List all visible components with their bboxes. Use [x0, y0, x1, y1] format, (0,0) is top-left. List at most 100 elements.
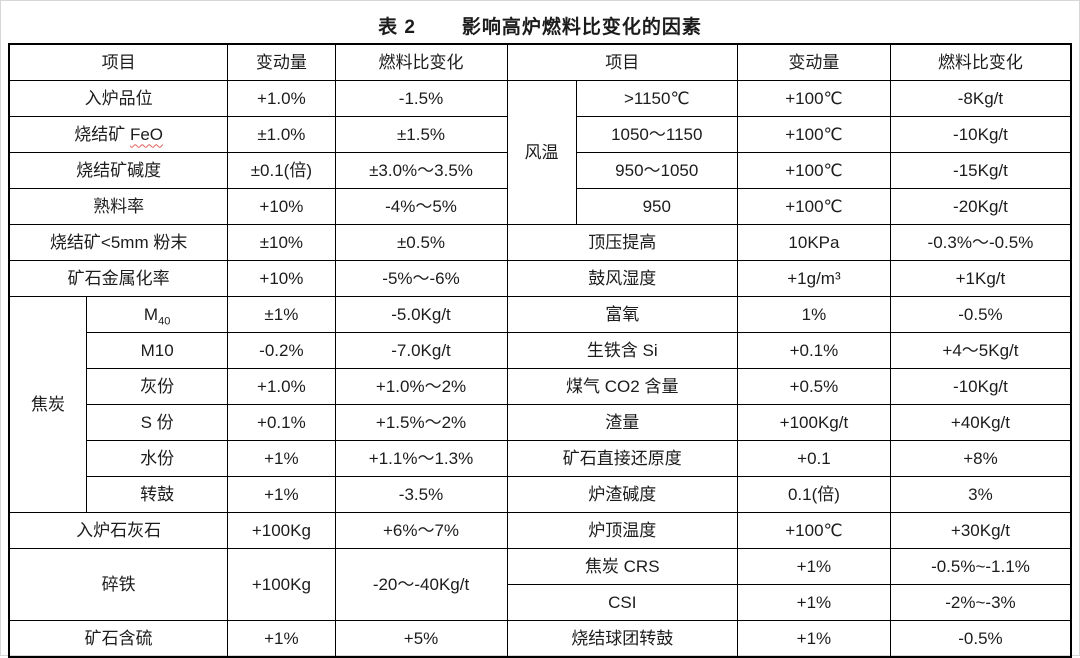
- cell-change: ±0.1(倍): [227, 152, 336, 189]
- cell-fuel: +1.5%～2%: [334, 404, 508, 441]
- cell-change: ±1.0%: [227, 116, 336, 153]
- cell-fuel: +1.0%～2%: [334, 368, 508, 405]
- cell-change: +100℃: [736, 116, 891, 153]
- cell-fuel: -8Kg/t: [889, 80, 1072, 117]
- cell-change: +1%: [736, 548, 891, 585]
- cell-fuel: -4%～5%: [334, 188, 508, 225]
- cell-change: +100℃: [736, 80, 891, 117]
- cell-change: +10%: [227, 260, 336, 297]
- cell-change: +0.1%: [736, 332, 891, 369]
- cell-item: >1150℃: [575, 80, 738, 117]
- factors-table: 项目 变动量 燃料比变化 项目 变动量 燃料比变化 入炉品位 +1.0% -1.…: [8, 43, 1072, 658]
- cell-item: M10: [86, 332, 229, 369]
- cell-item: 水份: [86, 440, 229, 477]
- cell-fuel: +5%: [334, 620, 508, 658]
- cell-change: 10KPa: [736, 224, 891, 261]
- group-wind-temp: 风温: [506, 80, 577, 225]
- cell-fuel: -1.5%: [334, 80, 508, 117]
- spellcheck-underlined-text: FeO: [129, 124, 164, 144]
- cell-fuel: +6%～7%: [334, 512, 508, 549]
- cell-change: +10%: [227, 188, 336, 225]
- cell-change: +0.1: [736, 440, 891, 477]
- cell-change: +1%: [227, 440, 336, 477]
- cell-change: +100Kg: [227, 512, 336, 549]
- cell-fuel: -20～-40Kg/t: [334, 548, 508, 621]
- cell-item: 烧结球团转鼓: [506, 620, 738, 658]
- table-row: 灰份 +1.0% +1.0%～2% 煤气 CO2 含量 +0.5% -10Kg/…: [9, 368, 1072, 405]
- cell-fuel: +1.1%～1.3%: [334, 440, 508, 477]
- cell-item: 顶压提高: [506, 224, 738, 261]
- cell-item: 矿石直接还原度: [506, 440, 738, 477]
- cell-fuel: -0.5%: [889, 620, 1072, 658]
- cell-change: +0.5%: [736, 368, 891, 405]
- cell-change: +100Kg/t: [736, 404, 891, 441]
- table-row: 转鼓 +1% -3.5% 炉渣碱度 0.1(倍) 3%: [9, 476, 1072, 513]
- cell-fuel: +40Kg/t: [889, 404, 1072, 441]
- cell-fuel: -5.0Kg/t: [334, 296, 508, 333]
- cell-item: 渣量: [506, 404, 738, 441]
- cell-change: +1%: [736, 584, 891, 621]
- table-row: 矿石金属化率 +10% -5%～-6% 鼓风湿度 +1g/m³ +1Kg/t: [8, 260, 1072, 297]
- cell-fuel: -10Kg/t: [889, 116, 1072, 153]
- cell-item: 转鼓: [86, 476, 229, 513]
- cell-item: 烧结矿<5mm 粉末: [8, 224, 229, 261]
- cell-change: +1.0%: [227, 368, 336, 405]
- table-caption: 表 2 影响高炉燃料比变化的因素: [8, 7, 1072, 43]
- cell-item: 炉渣碱度: [506, 476, 738, 513]
- cell-item: M40: [86, 296, 229, 333]
- header-change-right: 变动量: [736, 43, 891, 81]
- cell-change: +100Kg: [227, 548, 336, 621]
- cell-item: 富氧: [506, 296, 738, 333]
- item-text: M: [143, 304, 159, 324]
- cell-change: +1.0%: [227, 80, 336, 117]
- item-subscript: 40: [158, 315, 171, 328]
- table-number: 表 2: [378, 16, 416, 38]
- cell-fuel: -15Kg/t: [889, 152, 1072, 189]
- table-row: 水份 +1% +1.1%～1.3% 矿石直接还原度 +0.1 +8%: [9, 440, 1072, 477]
- cell-item: 烧结矿碱度: [8, 152, 229, 189]
- cell-item: 烧结矿 FeO: [8, 116, 229, 153]
- cell-fuel: +30Kg/t: [889, 512, 1072, 549]
- cell-fuel: -2%~-3%: [889, 584, 1072, 621]
- cell-change: +100℃: [736, 152, 891, 189]
- cell-item: 1050～1150: [575, 116, 738, 153]
- cell-fuel: +4～5Kg/t: [889, 332, 1072, 369]
- header-fuel-left: 燃料比变化: [334, 43, 508, 81]
- cell-change: ±1%: [227, 296, 336, 333]
- cell-fuel: +8%: [889, 440, 1072, 477]
- cell-change: -0.2%: [227, 332, 336, 369]
- header-fuel-right: 燃料比变化: [889, 43, 1072, 81]
- cell-item: 矿石含硫: [8, 620, 229, 658]
- cell-change: ±10%: [227, 224, 336, 261]
- cell-fuel: ±1.5%: [334, 116, 508, 153]
- table-row: 烧结矿<5mm 粉末 ±10% ±0.5% 顶压提高 10KPa -0.3%～-…: [8, 224, 1072, 261]
- cell-change: +100℃: [736, 188, 891, 225]
- cell-item: 生铁含 Si: [506, 332, 738, 369]
- table-row: 矿石含硫 +1% +5% 烧结球团转鼓 +1% -0.5%: [8, 620, 1072, 658]
- cell-item: 熟料率: [8, 188, 229, 225]
- cell-fuel: ±3.0%～3.5%: [334, 152, 508, 189]
- table-row: CSI +1% -2%~-3%: [9, 584, 1072, 621]
- header-item-left: 项目: [8, 43, 229, 81]
- cell-fuel: -20Kg/t: [889, 188, 1072, 225]
- cell-fuel: -10Kg/t: [889, 368, 1072, 405]
- cell-item: 鼓风湿度: [506, 260, 738, 297]
- cell-change: +1%: [736, 620, 891, 658]
- cell-fuel: -0.5%: [889, 296, 1072, 333]
- cell-fuel: -7.0Kg/t: [334, 332, 508, 369]
- cell-item: 碎铁: [8, 548, 229, 621]
- cell-item: S 份: [86, 404, 229, 441]
- cell-item: CSI: [506, 584, 738, 621]
- table-row: 入炉石灰石 +100Kg +6%～7% 炉顶温度 +100℃ +30Kg/t: [8, 512, 1072, 549]
- cell-fuel: -0.5%~-1.1%: [889, 548, 1072, 585]
- table-row: 碎铁 +100Kg -20～-40Kg/t 焦炭 CRS +1% -0.5%~-…: [8, 548, 1072, 621]
- cell-fuel: -0.3%～-0.5%: [889, 224, 1072, 261]
- header-row: 项目 变动量 燃料比变化 项目 变动量 燃料比变化: [8, 43, 1072, 81]
- cell-fuel: 3%: [889, 476, 1072, 513]
- table-row: M10 -0.2% -7.0Kg/t 生铁含 Si +0.1% +4～5Kg/t: [9, 332, 1072, 369]
- header-item-right: 项目: [506, 43, 738, 81]
- cell-fuel: -3.5%: [334, 476, 508, 513]
- table-row: 烧结矿 FeO ±1.0% ±1.5% 1050～1150 +100℃ -10K…: [8, 116, 1072, 153]
- cell-change: +1%: [227, 476, 336, 513]
